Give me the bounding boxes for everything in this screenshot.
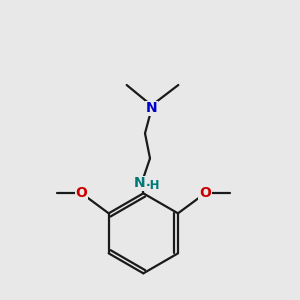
Text: ·H: ·H (146, 179, 160, 192)
Text: O: O (199, 186, 211, 200)
Text: N: N (134, 176, 145, 190)
Text: O: O (76, 186, 88, 200)
Text: N: N (146, 101, 158, 115)
